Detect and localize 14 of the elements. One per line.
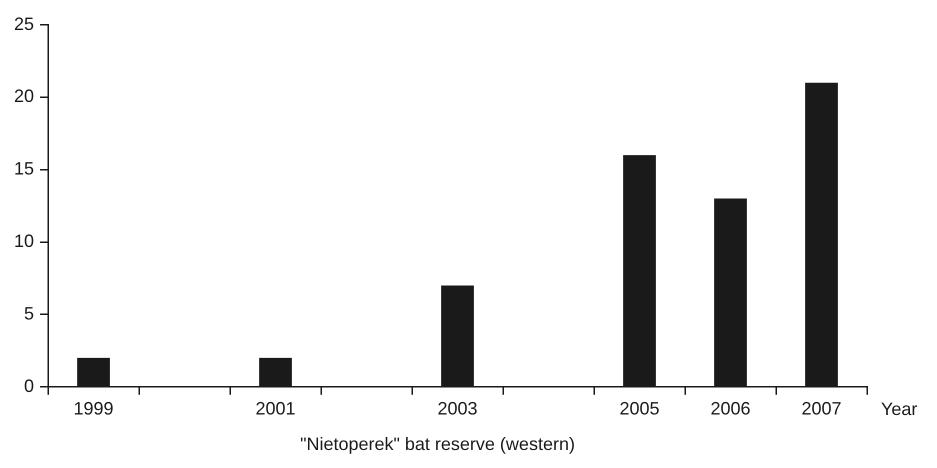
y-tick-label: 20 [14,86,34,106]
y-tick-label: 25 [14,14,34,34]
y-tick-label: 0 [24,376,34,396]
y-tick-label: 10 [14,230,34,251]
x-tick-label: 2006 [710,398,751,419]
x-tick-label: 2003 [437,398,478,419]
x-tick-label: 2001 [255,398,296,419]
x-axis-title: Year [881,398,918,419]
x-tick-label: 2007 [801,398,842,419]
text: "Nietoperek" bat reserve (western) [300,434,575,454]
x-tick-label: 2005 [619,398,660,419]
y-tick-label: 15 [14,158,34,179]
x-tick-label: 1999 [73,398,114,419]
y-tick-label: 5 [24,303,34,324]
